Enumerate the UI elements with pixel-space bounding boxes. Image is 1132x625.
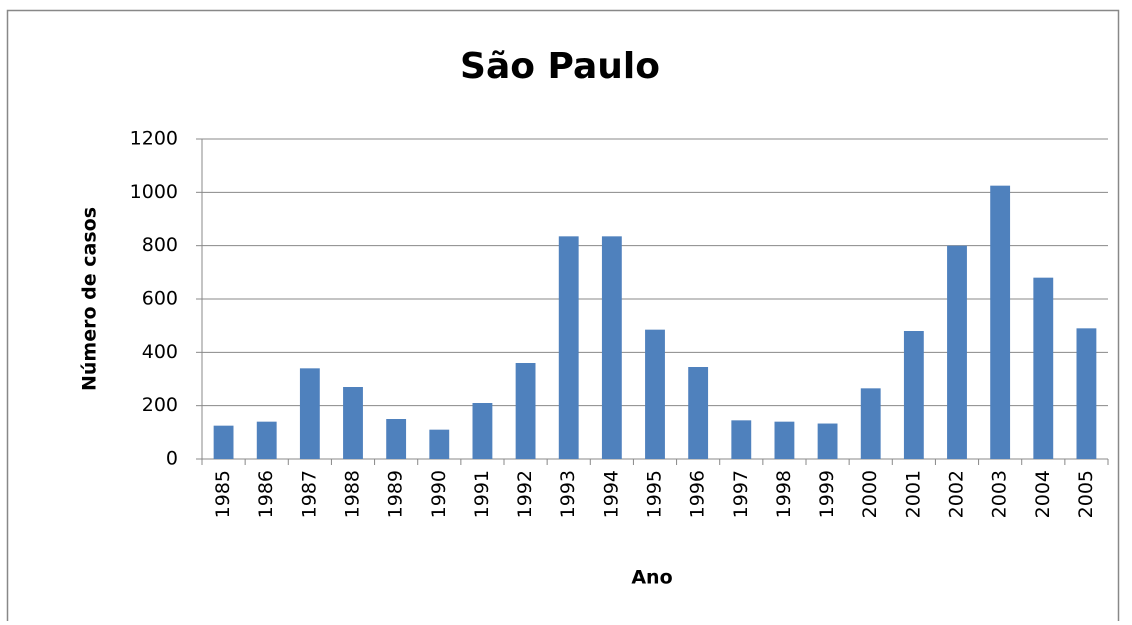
bar (774, 421, 795, 459)
bar (515, 363, 536, 459)
x-tick-label: 1988 (342, 470, 364, 518)
bar (1033, 277, 1054, 459)
bar (688, 367, 709, 459)
x-tick-label: 2004 (1032, 470, 1054, 518)
chart-title: São Paulo (460, 46, 660, 87)
y-axis-label: Número de casos (79, 207, 101, 391)
x-tick-label: 1994 (600, 470, 622, 518)
y-tick-label: 400 (142, 341, 178, 363)
x-tick-label: 2005 (1075, 470, 1097, 518)
bar (645, 329, 665, 459)
x-tick-label: 1998 (773, 470, 795, 518)
x-tick-label: 1990 (428, 470, 450, 518)
bar (429, 429, 450, 459)
y-tick-label: 1200 (130, 128, 178, 150)
y-tick-label: 200 (142, 394, 178, 416)
bar (903, 331, 924, 459)
x-tick-label: 1985 (212, 470, 234, 518)
x-tick-label: 1999 (816, 470, 838, 518)
x-tick-label: 1997 (730, 470, 752, 518)
x-tick-label: 1987 (298, 470, 320, 518)
x-tick-label: 1986 (255, 470, 277, 518)
bar (256, 421, 277, 459)
bar (343, 387, 363, 459)
x-tick-label: 2002 (946, 470, 968, 518)
x-tick-label: 1996 (687, 470, 709, 518)
bar (472, 403, 493, 459)
x-tick-label: 1991 (471, 470, 493, 518)
x-axis-label: Ano (631, 567, 672, 589)
bar (1076, 328, 1097, 459)
x-tick-label: 2001 (902, 470, 924, 518)
x-tick-label: 1992 (514, 470, 536, 518)
y-tick-label: 800 (142, 234, 178, 256)
y-tick-label: 600 (142, 288, 178, 310)
bar (299, 368, 320, 459)
bar (558, 236, 579, 459)
bar (213, 425, 234, 459)
bar (947, 245, 967, 459)
bar (860, 388, 881, 459)
bar (817, 423, 838, 459)
bar (386, 419, 407, 459)
bar (731, 420, 752, 459)
bar (990, 185, 1011, 459)
x-tick-label: 1989 (385, 470, 407, 518)
x-tick-label: 2003 (989, 470, 1011, 518)
y-tick-label: 1000 (130, 181, 178, 203)
y-tick-label: 0 (166, 448, 178, 470)
x-tick-label: 1995 (644, 470, 666, 518)
x-tick-label: 2000 (859, 470, 881, 518)
bar (601, 236, 622, 459)
x-tick-label: 1993 (557, 470, 579, 518)
